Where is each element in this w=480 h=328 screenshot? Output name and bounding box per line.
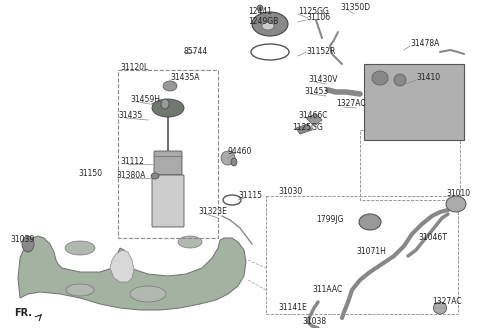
Ellipse shape: [252, 12, 288, 36]
Polygon shape: [306, 114, 322, 126]
Text: 1327AC: 1327AC: [336, 99, 366, 109]
Text: 12441: 12441: [248, 8, 272, 16]
Ellipse shape: [221, 151, 235, 165]
Ellipse shape: [151, 173, 159, 179]
Text: 31046T: 31046T: [418, 234, 447, 242]
Text: 31010: 31010: [446, 190, 470, 198]
Text: 31380A: 31380A: [116, 172, 145, 180]
Text: 31039: 31039: [10, 236, 34, 244]
Text: 311AAC: 311AAC: [312, 285, 342, 295]
FancyBboxPatch shape: [152, 175, 184, 227]
FancyBboxPatch shape: [364, 64, 464, 140]
Ellipse shape: [178, 236, 202, 248]
Text: 31112: 31112: [120, 157, 144, 167]
Text: 1125GG: 1125GG: [292, 124, 323, 133]
Ellipse shape: [66, 284, 94, 296]
Text: 31152R: 31152R: [306, 48, 336, 56]
Text: 31323E: 31323E: [198, 208, 227, 216]
Ellipse shape: [65, 241, 95, 255]
Text: 31350D: 31350D: [340, 4, 370, 12]
Ellipse shape: [433, 302, 446, 314]
Ellipse shape: [394, 74, 406, 86]
Text: 85744: 85744: [183, 48, 207, 56]
Text: 31453: 31453: [304, 88, 328, 96]
Text: 31435A: 31435A: [170, 73, 200, 83]
Text: 31410: 31410: [416, 73, 440, 83]
Ellipse shape: [163, 81, 177, 91]
Text: 1327AC: 1327AC: [432, 297, 462, 306]
Ellipse shape: [231, 158, 237, 166]
Ellipse shape: [372, 71, 388, 85]
Polygon shape: [110, 250, 134, 282]
Text: FR.: FR.: [14, 308, 32, 318]
Text: 31030: 31030: [278, 188, 302, 196]
Ellipse shape: [130, 286, 166, 302]
Text: 94460: 94460: [228, 148, 252, 156]
Text: 1799JG: 1799JG: [316, 215, 344, 224]
Polygon shape: [18, 236, 246, 310]
Text: 31430V: 31430V: [308, 75, 337, 85]
Ellipse shape: [161, 99, 169, 109]
Text: 31478A: 31478A: [410, 39, 439, 49]
Ellipse shape: [257, 5, 263, 11]
Polygon shape: [296, 124, 312, 134]
Text: 31150: 31150: [78, 170, 102, 178]
Text: 1125GG: 1125GG: [298, 8, 329, 16]
Ellipse shape: [262, 22, 274, 30]
Text: 31141E: 31141E: [278, 303, 307, 313]
Ellipse shape: [152, 99, 184, 117]
FancyBboxPatch shape: [154, 151, 182, 175]
Text: 31459H: 31459H: [130, 95, 160, 105]
Ellipse shape: [22, 236, 34, 252]
Text: 31115: 31115: [238, 192, 262, 200]
Text: 31038: 31038: [302, 318, 326, 326]
Text: 1249GB: 1249GB: [248, 17, 278, 27]
Text: 31120L: 31120L: [120, 64, 148, 72]
Text: 31435: 31435: [118, 112, 142, 120]
Ellipse shape: [359, 214, 381, 230]
Text: 31071H: 31071H: [356, 248, 386, 256]
Text: 31106: 31106: [306, 13, 330, 23]
Ellipse shape: [446, 196, 466, 212]
Text: 31466C: 31466C: [298, 112, 327, 120]
